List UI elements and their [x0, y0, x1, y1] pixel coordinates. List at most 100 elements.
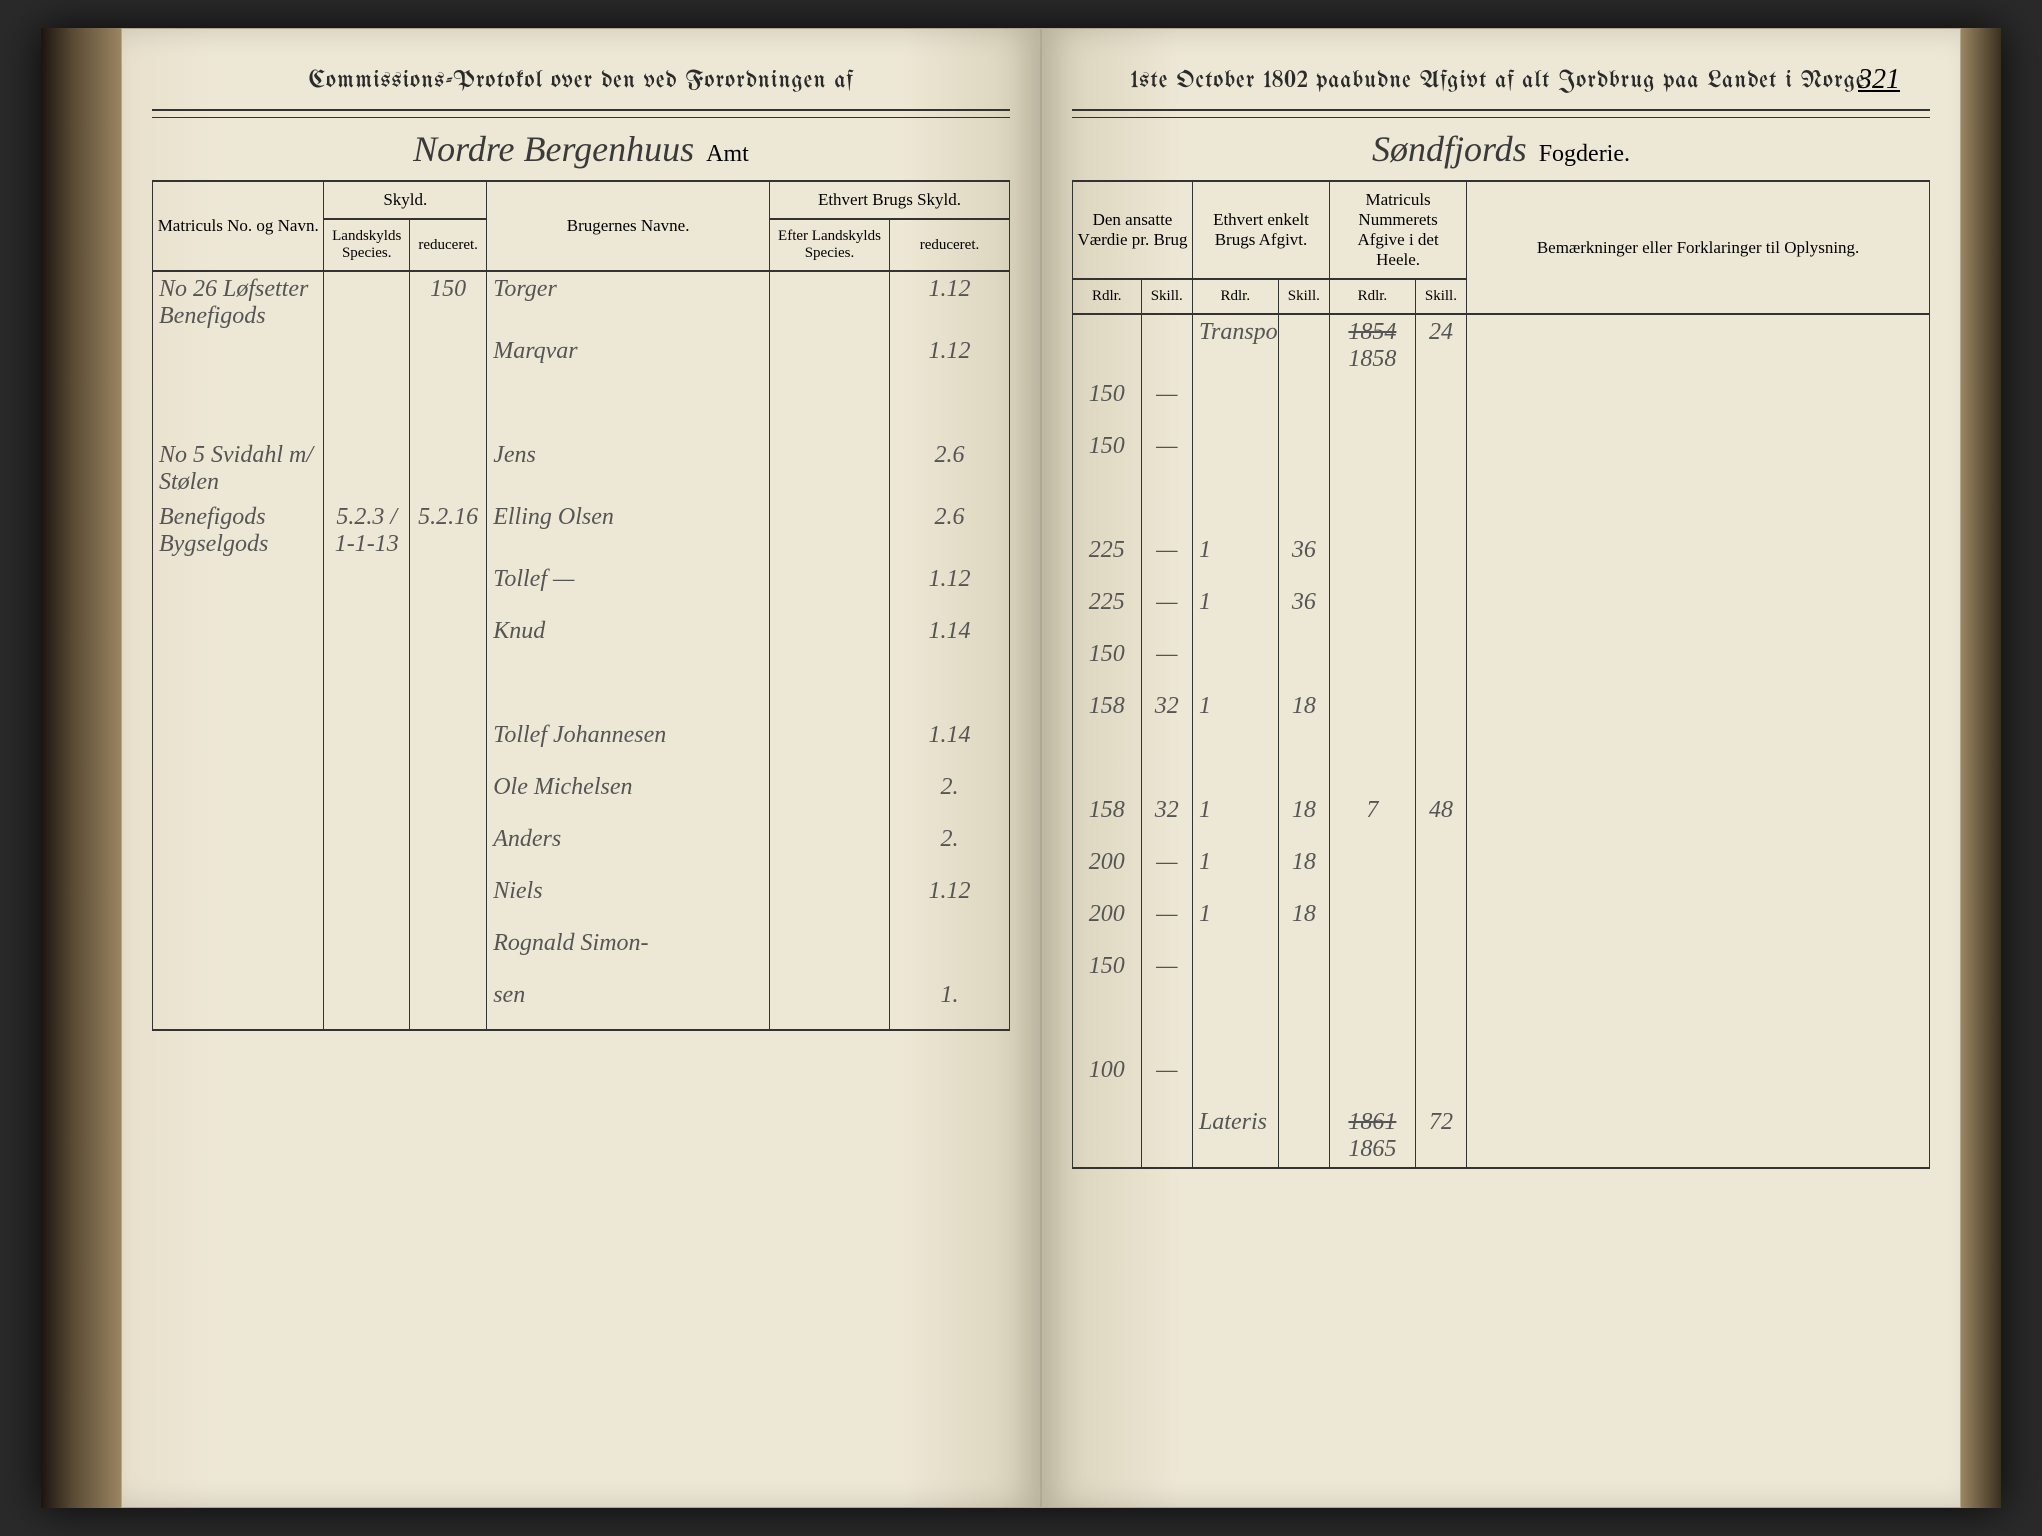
cell-bred: 1.12 — [889, 271, 1009, 334]
cell-red — [410, 874, 487, 926]
cell-eft — [770, 500, 890, 562]
cell-as — [1278, 1001, 1329, 1053]
cell-landsk — [324, 926, 410, 978]
cell-hr — [1330, 585, 1416, 637]
cell-as — [1278, 949, 1329, 1001]
cell-landsk — [324, 770, 410, 822]
table-row: Benefigods Bygselgods5.2.3 / 1-1-135.2.1… — [153, 500, 1010, 562]
cell-note — [1467, 429, 1930, 481]
cell-navn: Knud — [487, 614, 770, 666]
cell-note — [1467, 314, 1930, 377]
cell-eft — [770, 926, 890, 978]
table-row: Marqvar1.12 — [153, 334, 1010, 386]
table-row: No 26 Løfsetter Benefigods150Torger1.12 — [153, 271, 1010, 334]
cell-vs — [1141, 741, 1192, 793]
cell-hs — [1415, 845, 1466, 897]
table-row: 15832118748 — [1073, 793, 1930, 845]
cell-as — [1278, 637, 1329, 689]
cell-landsk: 5.2.3 / 1-1-13 — [324, 500, 410, 562]
cell-vr — [1073, 314, 1142, 377]
cell-matricul: Benefigods Bygselgods — [153, 500, 324, 562]
cell-vr: 150 — [1073, 949, 1142, 1001]
cell-note — [1467, 481, 1930, 533]
cell-red: 150 — [410, 271, 487, 334]
table-row: 200—118 — [1073, 897, 1930, 949]
table-row: Ole Michelsen2. — [153, 770, 1010, 822]
cell-navn: Tollef — — [487, 562, 770, 614]
cell-as — [1278, 741, 1329, 793]
cell-hr — [1330, 637, 1416, 689]
cell-hr — [1330, 689, 1416, 741]
cell-bred: 2. — [889, 822, 1009, 874]
th-bred: reduceret. — [889, 219, 1009, 271]
table-row: Tollef Johannesen 1.14 — [153, 718, 1010, 770]
region-script: Søndfjords — [1372, 128, 1527, 170]
cell-hr — [1330, 741, 1416, 793]
cell-hr — [1330, 1001, 1416, 1053]
cell-ar — [1192, 1001, 1278, 1053]
cell-ar: 1 — [1192, 533, 1278, 585]
cell-matricul — [153, 718, 324, 770]
cell-eft — [770, 386, 890, 438]
cell-vs: — — [1141, 429, 1192, 481]
book-spread: Commissions-Protokol over den ved Forord… — [41, 28, 2001, 1508]
cell-navn — [487, 386, 770, 438]
cell-navn — [487, 666, 770, 718]
cell-as: 18 — [1278, 793, 1329, 845]
cell-hs — [1415, 429, 1466, 481]
cell-landsk — [324, 334, 410, 386]
cell-hr — [1330, 897, 1416, 949]
cell-matricul — [153, 334, 324, 386]
cell-ar: Lateris — [1192, 1105, 1278, 1168]
cell-as: 18 — [1278, 845, 1329, 897]
cell-bred: 1. — [889, 978, 1009, 1030]
cell-hr — [1330, 1053, 1416, 1105]
cell-red — [410, 770, 487, 822]
th-brugere: Brugernes Navne. — [487, 181, 770, 271]
cell-vs — [1141, 1001, 1192, 1053]
table-row: Niels1.12 — [153, 874, 1010, 926]
cell-note — [1467, 793, 1930, 845]
cell-navn: Tollef Johannesen — [487, 718, 770, 770]
table-row: 150— — [1073, 949, 1930, 1001]
cell-eft — [770, 438, 890, 500]
cell-as — [1278, 1053, 1329, 1105]
cell-bred: 1.14 — [889, 718, 1009, 770]
cell-hr: 18541858 — [1330, 314, 1416, 377]
cell-navn: Marqvar — [487, 334, 770, 386]
cell-vs: — — [1141, 949, 1192, 1001]
th-red: reduceret. — [410, 219, 487, 271]
region-suffix: Amt — [706, 141, 749, 168]
cell-as: 18 — [1278, 897, 1329, 949]
cell-hr — [1330, 845, 1416, 897]
cell-hs: 72 — [1415, 1105, 1466, 1168]
table-row — [153, 386, 1010, 438]
cell-hr: 18611865 — [1330, 1105, 1416, 1168]
cell-matricul — [153, 874, 324, 926]
cell-red — [410, 666, 487, 718]
table-row: 150— — [1073, 377, 1930, 429]
cell-eft — [770, 978, 890, 1030]
right-title: 1ste October 1802 paabudne Afgivt af alt… — [1072, 69, 1930, 94]
cell-vr — [1073, 741, 1142, 793]
cell-bred: 2.6 — [889, 500, 1009, 562]
table-row: No 5 Svidahl m/ StølenJens2.6 — [153, 438, 1010, 500]
table-row — [1073, 741, 1930, 793]
cell-as — [1278, 481, 1329, 533]
cell-vs — [1141, 481, 1192, 533]
cell-matricul — [153, 926, 324, 978]
cell-red — [410, 978, 487, 1030]
cell-navn: sen — [487, 978, 770, 1030]
th-heele: Matriculs Nummerets Afgive i det Heele. — [1330, 181, 1467, 279]
cell-matricul — [153, 562, 324, 614]
table-row — [1073, 481, 1930, 533]
cell-hs — [1415, 741, 1466, 793]
cell-hr: 7 — [1330, 793, 1416, 845]
cell-vr: 150 — [1073, 377, 1142, 429]
cell-navn: Rognald Simon- — [487, 926, 770, 978]
table-row: Rognald Simon- — [153, 926, 1010, 978]
cell-landsk — [324, 386, 410, 438]
cell-eft — [770, 562, 890, 614]
cell-vr: 150 — [1073, 429, 1142, 481]
cell-hs — [1415, 533, 1466, 585]
